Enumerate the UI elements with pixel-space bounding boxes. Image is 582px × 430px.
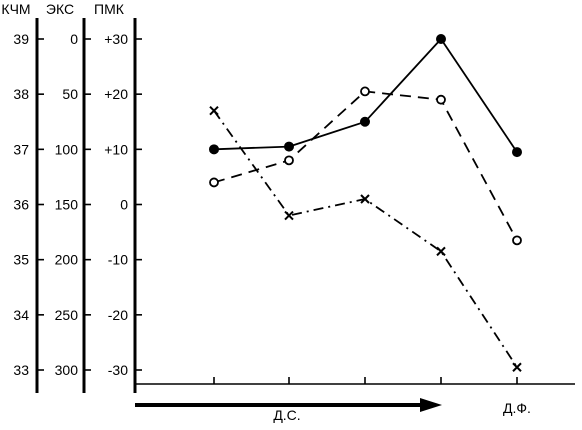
tick-label: 36 [13, 197, 29, 213]
axis-header-3: ПМК [94, 1, 125, 17]
series-3-point [209, 106, 219, 116]
series-3-point [360, 194, 370, 204]
axis-header-2: ЭКС [46, 1, 74, 17]
ds-arrow-head [420, 398, 442, 412]
series-3-point [512, 362, 522, 372]
tick-label: -20 [108, 307, 128, 323]
tick-label: 300 [55, 362, 79, 378]
tick-label: 38 [13, 86, 29, 102]
x-mark-stroke [436, 246, 446, 257]
tick-label: +30 [104, 31, 128, 47]
x-mark-stroke [209, 106, 219, 116]
tick-label: -10 [108, 252, 128, 268]
label-layer: Д.С. Д.Ф. КЧМ 39 38 37 36 35 34 33 ЭКС 0 50 100 150 2… [1, 1, 531, 423]
series-1-point [284, 141, 294, 152]
series-1-point [360, 116, 370, 127]
series-1-point [209, 144, 219, 155]
tick-label: 33 [13, 362, 29, 378]
tick-label: 250 [55, 307, 79, 323]
df-label: Д.Ф. [503, 400, 531, 416]
series-layer [209, 34, 522, 372]
x-mark-stroke [512, 362, 522, 372]
tick-label: 0 [70, 31, 78, 47]
tick-label: 35 [13, 252, 29, 268]
series-1-point [512, 147, 522, 158]
tick-label: 0 [120, 197, 128, 213]
series-2-point [512, 235, 522, 246]
tick-label: 200 [55, 252, 79, 268]
series-2-point [436, 94, 446, 105]
ds-label: Д.С. [273, 407, 300, 423]
series-2-point [360, 86, 370, 97]
series-2-point [209, 177, 219, 188]
series-2-line [213, 90, 518, 241]
tick-label: 100 [55, 141, 79, 157]
series-3-line [213, 110, 518, 368]
tick-label: +10 [104, 141, 128, 157]
tick-label: -30 [108, 362, 128, 378]
tick-label: 150 [55, 197, 79, 213]
axis-header-1: КЧМ [1, 1, 30, 17]
axes-layer [35, 18, 575, 412]
tick-label: 50 [62, 86, 78, 102]
tick-label: 37 [13, 141, 29, 157]
tick-label: 34 [13, 307, 29, 323]
series-1-point [436, 34, 446, 44]
x-mark-stroke [284, 210, 294, 221]
series-3-point [436, 246, 446, 257]
series-2-point [284, 155, 294, 166]
tick-label: +20 [104, 86, 128, 102]
tick-label: 39 [13, 31, 29, 47]
series-3-point [284, 210, 294, 221]
x-mark-stroke [360, 194, 370, 204]
